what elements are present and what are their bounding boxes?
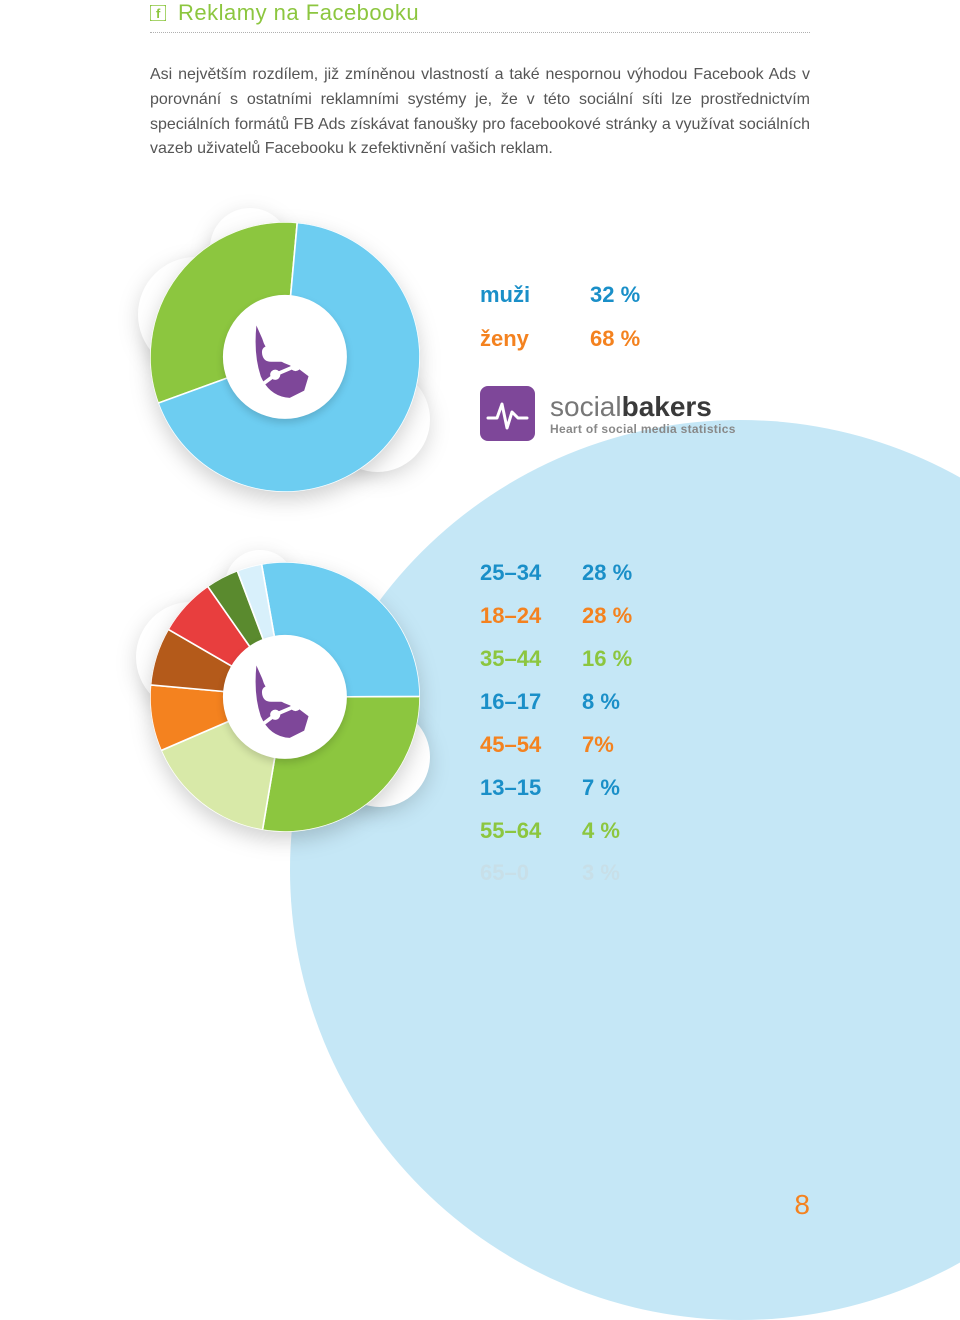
legend-row: ženy 68 % [480,317,736,361]
socialbakers-logo-icon [480,386,535,441]
legend-value: 28 % [582,552,632,595]
legend-label: 16–17 [480,681,560,724]
legend-value: 8 % [582,681,620,724]
legend-row: muži 32 % [480,273,736,317]
age-chart-center [223,635,347,759]
legend-value: 3 % [582,852,620,895]
age-legend: 25–3428 %18–2428 %35–4416 %16–178 %45–54… [480,552,632,895]
legend-row: 45–54 7% [480,724,632,767]
legend-label: muži [480,273,560,317]
legend-label: 55–64 [480,810,560,853]
legend-label: 45–54 [480,724,560,767]
page-title: Reklamy na Facebooku [178,0,419,26]
legend-value: 16 % [582,638,632,681]
gender-donut-chart [150,222,420,492]
legend-row: 55–64 4 % [480,810,632,853]
facebook-small-icon: f [150,5,166,21]
page-number: 8 [794,1189,810,1221]
legend-value: 7% [582,724,614,767]
legend-value: 28 % [582,595,632,638]
page-header: f Reklamy na Facebooku [150,0,810,33]
brand-name: socialbakers [550,393,736,421]
legend-label: ženy [480,317,560,361]
svg-text:f: f [156,6,161,21]
legend-row: 13–15 7 % [480,767,632,810]
legend-label: 18–24 [480,595,560,638]
legend-label: 25–34 [480,552,560,595]
legend-row: 25–34 28 % [480,552,632,595]
legend-label: 65–0 [480,852,560,895]
legend-value: 7 % [582,767,620,810]
age-chart-section: 25–3428 %18–2428 %35–4416 %16–178 %45–54… [150,552,810,895]
brand-logo-block: socialbakers Heart of social media stati… [480,386,736,441]
gender-legend-block: muži 32 % ženy 68 % socialbakers Heart of s… [480,273,736,441]
legend-row: 16–17 8 % [480,681,632,724]
gender-chart-center [223,295,347,419]
age-donut-chart [150,562,420,832]
gender-legend: muži 32 % ženy 68 % [480,273,736,361]
legend-row: 35–44 16 % [480,638,632,681]
chef-analytics-icon [242,314,329,401]
brand-tagline: Heart of social media statistics [550,423,736,435]
legend-row: 65–0 3 % [480,852,632,895]
legend-label: 13–15 [480,767,560,810]
legend-row: 18–24 28 % [480,595,632,638]
gender-chart-section: muži 32 % ženy 68 % socialbakers Heart of s… [150,222,810,492]
chef-analytics-icon [242,654,329,741]
legend-label: 35–44 [480,638,560,681]
body-paragraph: Asi největším rozdílem, již zmíněnou vla… [150,63,810,162]
legend-value: 4 % [582,810,620,853]
legend-value: 32 % [590,273,640,317]
legend-value: 68 % [590,317,640,361]
